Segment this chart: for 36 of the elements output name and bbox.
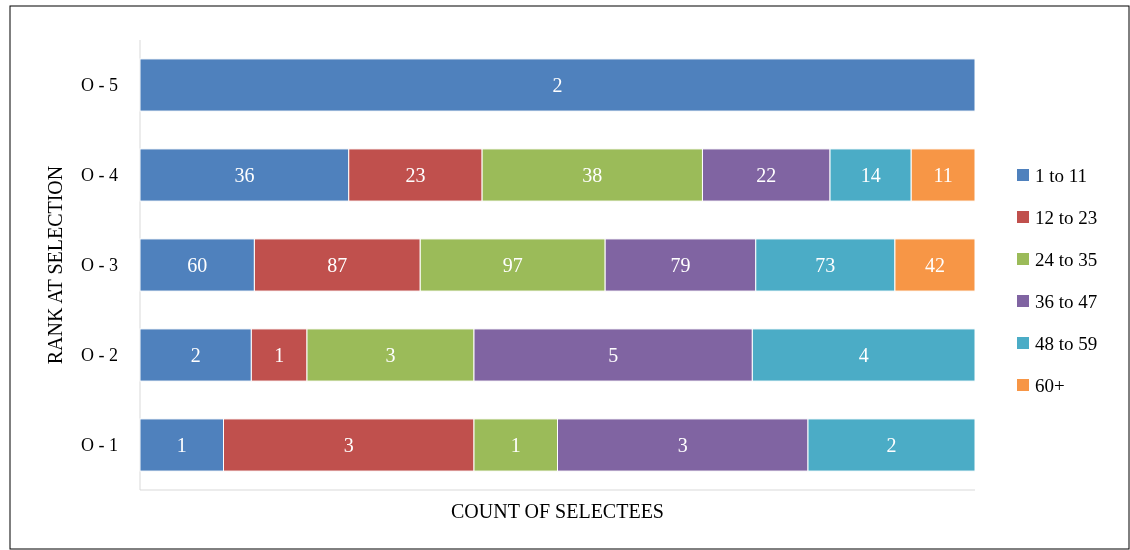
data-label: 14 — [860, 164, 881, 186]
data-label: 73 — [815, 254, 836, 276]
data-label: 42 — [924, 254, 945, 276]
data-label: 23 — [405, 164, 426, 186]
legend-label: 60+ — [1035, 374, 1065, 396]
data-label: 60 — [187, 254, 208, 276]
data-label: 87 — [327, 254, 348, 276]
data-label: 79 — [670, 254, 691, 276]
y-tick-label: O - 4 — [81, 165, 118, 186]
legend-label: 1 to 11 — [1035, 164, 1088, 186]
y-tick-label: O - 1 — [81, 435, 118, 456]
data-label: 1 — [176, 434, 187, 456]
legend-label: 48 to 59 — [1035, 332, 1098, 354]
data-label: 22 — [756, 164, 777, 186]
y-tick-label: O - 3 — [81, 255, 118, 276]
data-label: 2 — [886, 434, 897, 456]
data-label: 3 — [677, 434, 688, 456]
data-label: 11 — [933, 164, 953, 186]
data-label: 3 — [385, 344, 396, 366]
data-label: 38 — [582, 164, 603, 186]
x-axis-title: COUNT OF SELECTEES — [451, 500, 664, 522]
y-tick-label: O - 5 — [81, 75, 118, 96]
data-label: 36 — [234, 164, 255, 186]
data-label: 5 — [608, 344, 619, 366]
data-label: 4 — [858, 344, 869, 366]
y-tick-label: O - 2 — [81, 345, 118, 366]
y-axis-title: RANK AT SELECTION — [44, 165, 66, 365]
data-label: 97 — [502, 254, 523, 276]
data-label: 1 — [274, 344, 285, 366]
legend-label: 12 to 23 — [1035, 206, 1098, 228]
data-label: 2 — [190, 344, 201, 366]
legend-label: 24 to 35 — [1035, 248, 1098, 270]
legend-label: 36 to 47 — [1035, 290, 1098, 312]
data-label: 1 — [510, 434, 521, 456]
data-label: 2 — [552, 74, 563, 96]
data-label: 3 — [343, 434, 354, 456]
